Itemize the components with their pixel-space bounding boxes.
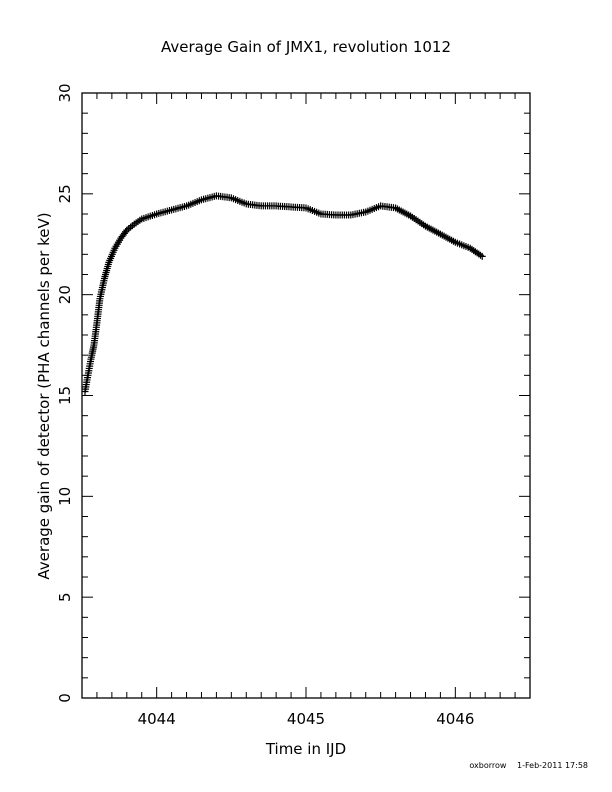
chart-title: Average Gain of JMX1, revolution 1012	[160, 38, 452, 56]
x-axis-tick-labels: 4044 4045 4046	[138, 710, 475, 728]
y-tick-label: 10	[56, 487, 74, 506]
x-axis-label: Time in IJD	[265, 740, 347, 758]
data-point	[478, 252, 486, 260]
y-tick-label: 15	[56, 386, 74, 405]
y-tick-label: 30	[56, 83, 74, 102]
data-point	[477, 251, 485, 259]
x-tick-label: 4046	[436, 710, 474, 728]
data-point	[122, 228, 130, 236]
footer-stamp: oxborrow 1-Feb-2011 17:58	[461, 761, 588, 770]
x-tick-label: 4045	[287, 710, 325, 728]
plot-frame	[81, 92, 531, 699]
x-tick-label: 4044	[138, 710, 176, 728]
data-points	[81, 192, 486, 395]
plot-axes	[81, 92, 531, 699]
y-tick-label: 25	[56, 184, 74, 203]
y-axis-tick-labels: 0 5 10 15 20 25 30	[56, 83, 74, 702]
y-tick-label: 0	[56, 693, 74, 703]
y-axis-ticks	[82, 92, 530, 699]
y-axis-label: Average gain of detector (PHA channels p…	[35, 212, 53, 580]
footer-user: oxborrow	[469, 761, 507, 770]
y-tick-label: 5	[56, 592, 74, 602]
footer-date: 1-Feb-2011 17:58	[517, 761, 588, 770]
x-axis-ticks	[81, 93, 531, 698]
y-tick-label: 20	[56, 285, 74, 304]
